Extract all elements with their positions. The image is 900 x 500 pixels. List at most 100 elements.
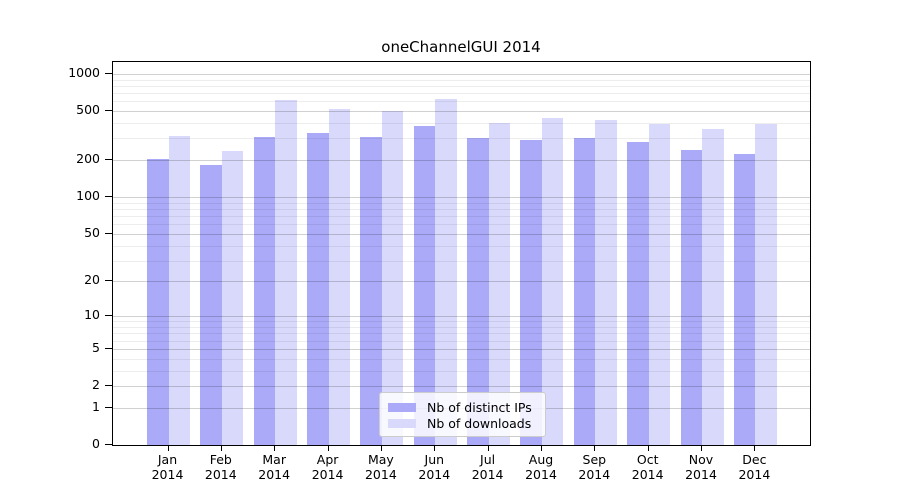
bar-ips-mar — [253, 136, 276, 445]
x-tick-month: Aug — [528, 452, 554, 467]
y-tick-200 — [105, 159, 112, 161]
x-tick-dec — [754, 445, 756, 451]
bar-downloads-jul — [488, 123, 511, 445]
x-tick-jul — [487, 445, 489, 451]
x-tick-month: Nov — [688, 452, 714, 467]
gridline-2 — [113, 386, 810, 387]
x-tick-month: Dec — [742, 452, 767, 467]
legend-item-distinct-ips: Nb of distinct IPs — [388, 399, 545, 415]
x-tick-year: 2014 — [685, 467, 717, 482]
x-tick-may — [380, 445, 382, 451]
x-tick-jan — [167, 445, 169, 451]
bar-ips-jul — [467, 138, 489, 445]
bar-ips-apr — [307, 132, 329, 445]
y-tick-20 — [105, 280, 112, 282]
x-tick-year: 2014 — [525, 467, 557, 482]
x-tick-year: 2014 — [311, 467, 344, 482]
legend-item-downloads: Nb of downloads — [388, 415, 545, 431]
y-tick-1000 — [105, 72, 112, 74]
x-tick-label-may: May 2014 — [351, 452, 411, 482]
x-tick-apr — [327, 445, 329, 451]
y-tick-500 — [105, 110, 112, 111]
gridline-30 — [113, 260, 810, 262]
chart-title: oneChannelGUI 2014 — [381, 38, 541, 56]
bar-downloads-feb — [221, 150, 244, 445]
y-tick-0 — [105, 444, 112, 445]
gridline-5 — [113, 348, 810, 350]
x-tick-nov — [701, 445, 702, 451]
x-tick-year: 2014 — [471, 467, 504, 482]
x-tick-year: 2014 — [631, 467, 664, 482]
bar-downloads-dec — [755, 124, 777, 445]
y-tick-label-2: 2 — [92, 377, 100, 392]
x-tick-mar — [274, 445, 276, 451]
bar-downloads-may — [381, 111, 404, 445]
bar-ips-jan — [147, 158, 169, 445]
x-tick-label-nov: Nov 2014 — [671, 452, 731, 482]
gridline-900 — [113, 79, 810, 81]
bar-downloads-mar — [275, 99, 297, 445]
y-tick-label-5: 5 — [92, 339, 100, 355]
plot-area — [112, 61, 811, 446]
x-tick-sep — [594, 445, 596, 451]
gridline-10 — [113, 316, 810, 318]
y-tick-label-500: 500 — [76, 102, 100, 117]
x-tick-label-aug: Aug 2014 — [511, 452, 571, 482]
y-tick-label-20: 20 — [84, 272, 100, 288]
x-tick-month: Mar — [262, 452, 286, 467]
bar-ips-sep — [573, 138, 596, 445]
x-tick-month: Feb — [209, 452, 232, 467]
gridline-6 — [113, 340, 810, 342]
x-tick-feb — [220, 445, 222, 451]
y-tick-label-200: 200 — [76, 151, 100, 167]
gridline-400 — [113, 123, 810, 124]
legend-label-downloads: Nb of downloads — [427, 415, 532, 431]
y-tick-label-50: 50 — [84, 224, 100, 240]
y-tick-1 — [105, 406, 112, 408]
gridline-20 — [113, 281, 810, 283]
x-tick-month: May — [367, 452, 394, 467]
x-tick-year: 2014 — [204, 467, 237, 482]
y-tick-10 — [105, 315, 112, 317]
bar-downloads-sep — [595, 119, 617, 445]
x-tick-month: Oct — [636, 452, 659, 467]
x-tick-year: 2014 — [258, 467, 291, 482]
y-tick-5 — [105, 347, 112, 349]
gridline-4 — [113, 358, 810, 360]
legend-swatch-downloads — [388, 418, 416, 428]
x-tick-month: Jun — [424, 452, 445, 467]
bar-downloads-apr — [328, 108, 351, 445]
y-tick-label-1: 1 — [92, 398, 100, 414]
gridline-40 — [113, 245, 810, 247]
gridline-70 — [113, 216, 810, 217]
gridline-50 — [113, 233, 810, 235]
bar-ips-may — [360, 137, 382, 445]
x-tick-label-sep: Sep 2014 — [564, 452, 624, 482]
y-tick-label-1000: 1000 — [68, 64, 100, 80]
x-tick-label-feb: Feb 2014 — [191, 452, 251, 482]
legend: Nb of distinct IPs Nb of downloads — [379, 392, 546, 437]
x-tick-month: Jul — [480, 452, 496, 467]
y-tick-2 — [105, 385, 112, 386]
y-tick-50 — [105, 232, 112, 234]
x-tick-label-jun: Jun 2014 — [404, 452, 464, 482]
gridline-3 — [113, 370, 810, 372]
gridline-80 — [113, 208, 810, 210]
bar-ips-nov — [680, 149, 702, 445]
y-tick-label-0: 0 — [92, 436, 100, 451]
y-tick-label-10: 10 — [84, 307, 100, 323]
bar-ips-dec — [733, 153, 756, 445]
gridline-7 — [113, 333, 810, 335]
x-tick-aug — [541, 445, 542, 451]
legend-swatch-distinct-ips — [388, 402, 416, 412]
x-tick-label-oct: Oct 2014 — [618, 452, 678, 482]
bar-downloads-nov — [702, 129, 724, 445]
x-tick-month: Apr — [316, 452, 339, 467]
gridline-60 — [113, 224, 810, 226]
gridline-8 — [113, 327, 810, 328]
x-tick-label-jul: Jul 2014 — [458, 452, 518, 482]
gridline-1000 — [113, 73, 810, 75]
bar-ips-jun — [413, 126, 436, 445]
x-tick-label-mar: Mar 2014 — [244, 452, 304, 482]
